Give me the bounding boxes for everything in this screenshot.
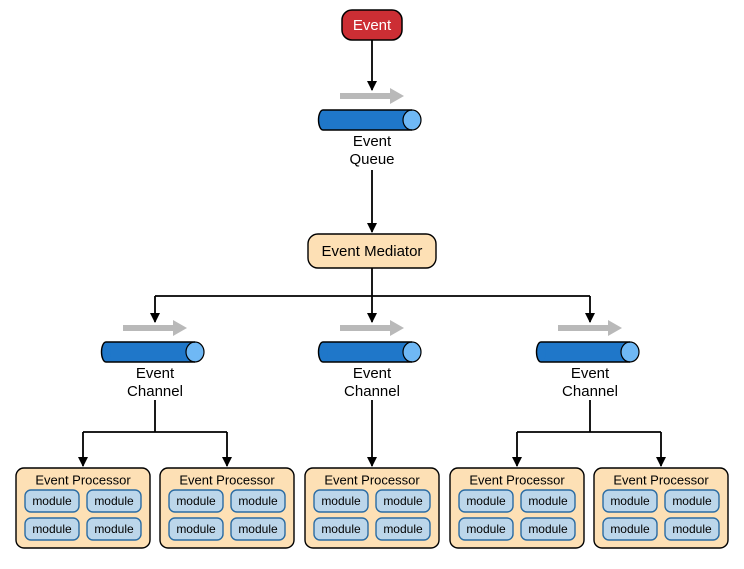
svg-text:Channel: Channel	[127, 383, 183, 400]
module: module	[25, 518, 79, 540]
event-queue: EventQueue	[319, 88, 422, 168]
svg-text:module: module	[321, 494, 361, 508]
module: module	[665, 490, 719, 512]
svg-text:module: module	[176, 494, 216, 508]
svg-text:Channel: Channel	[344, 383, 400, 400]
module: module	[376, 518, 430, 540]
module: module	[231, 490, 285, 512]
module: module	[87, 490, 141, 512]
svg-text:module: module	[672, 522, 712, 536]
svg-text:Event: Event	[353, 17, 392, 34]
event-mediator: Event Mediator	[308, 234, 436, 268]
svg-text:module: module	[238, 494, 278, 508]
svg-text:Queue: Queue	[349, 151, 394, 168]
svg-text:module: module	[94, 522, 134, 536]
svg-text:module: module	[32, 522, 72, 536]
svg-text:module: module	[94, 494, 134, 508]
event-channel: EventChannel	[537, 320, 640, 400]
svg-text:Event: Event	[571, 365, 610, 382]
module: module	[459, 490, 513, 512]
module: module	[665, 518, 719, 540]
svg-text:module: module	[672, 494, 712, 508]
svg-text:Event Processor: Event Processor	[613, 472, 709, 487]
module: module	[521, 490, 575, 512]
event-node: Event	[342, 10, 402, 40]
module: module	[25, 490, 79, 512]
svg-text:module: module	[32, 494, 72, 508]
svg-text:Event Processor: Event Processor	[179, 472, 275, 487]
svg-text:module: module	[528, 494, 568, 508]
event-processor: Event Processor module module module module	[16, 468, 150, 548]
svg-text:module: module	[383, 522, 423, 536]
event-processor: Event Processor module module module module	[305, 468, 439, 548]
svg-text:module: module	[528, 522, 568, 536]
event-channel: EventChannel	[102, 320, 205, 400]
module: module	[314, 490, 368, 512]
module: module	[314, 518, 368, 540]
svg-text:Event Processor: Event Processor	[324, 472, 420, 487]
svg-text:module: module	[383, 494, 423, 508]
svg-text:Event: Event	[353, 365, 392, 382]
event-processor: Event Processor module module module module	[160, 468, 294, 548]
module: module	[603, 490, 657, 512]
svg-text:Event: Event	[353, 133, 392, 150]
event-processor: Event Processor module module module module	[450, 468, 584, 548]
svg-text:Event Processor: Event Processor	[469, 472, 565, 487]
svg-text:module: module	[321, 522, 361, 536]
svg-text:module: module	[466, 494, 506, 508]
event-processor: Event Processor module module module module	[594, 468, 728, 548]
svg-text:module: module	[466, 522, 506, 536]
module: module	[459, 518, 513, 540]
module: module	[169, 490, 223, 512]
event-channel: EventChannel	[319, 320, 422, 400]
svg-text:Event Mediator: Event Mediator	[322, 243, 423, 260]
module: module	[376, 490, 430, 512]
module: module	[521, 518, 575, 540]
module: module	[603, 518, 657, 540]
svg-text:module: module	[176, 522, 216, 536]
svg-text:Event Processor: Event Processor	[35, 472, 131, 487]
module: module	[231, 518, 285, 540]
svg-text:module: module	[238, 522, 278, 536]
svg-text:module: module	[610, 522, 650, 536]
module: module	[169, 518, 223, 540]
module: module	[87, 518, 141, 540]
svg-text:Channel: Channel	[562, 383, 618, 400]
svg-text:module: module	[610, 494, 650, 508]
svg-text:Event: Event	[136, 365, 175, 382]
